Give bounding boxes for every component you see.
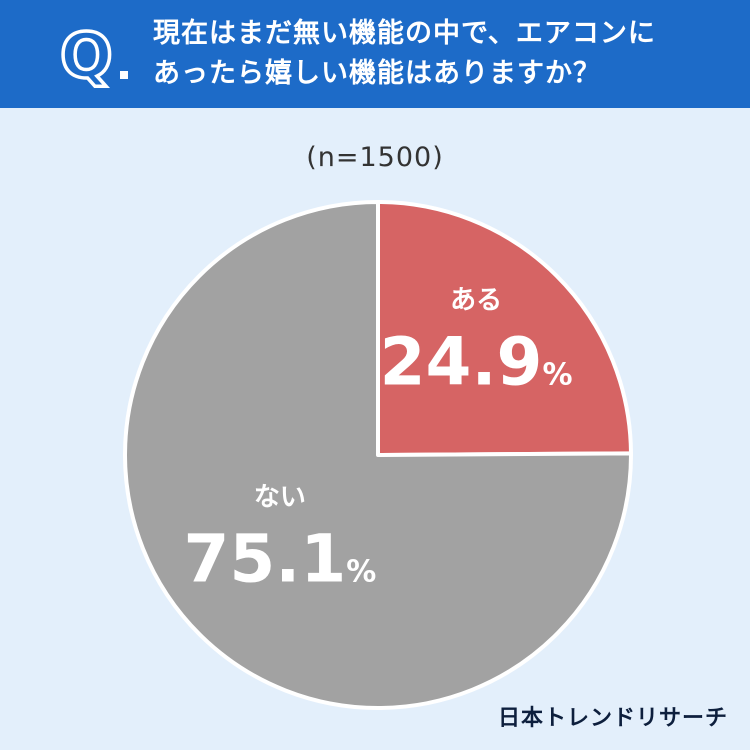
slice-label: ある xyxy=(450,285,502,315)
sample-size: (n=1500) xyxy=(306,142,444,173)
question-line-2: あったら嬉しい機能はありますか？ xyxy=(153,58,601,89)
q-dot xyxy=(120,71,128,79)
question-line-1: 現在はまだ無い機能の中で、エアコンに xyxy=(153,18,656,49)
q-letter: Q xyxy=(60,20,113,90)
slice-value: 75.1% xyxy=(183,521,376,598)
pie-slice-no xyxy=(123,200,633,710)
slice-label: ない xyxy=(254,483,306,513)
brand-logo: 日本トレンドリサーチ xyxy=(497,706,728,731)
question-text: 現在はまだ無い機能の中で、エアコンに あったら嬉しい機能はありますか？ xyxy=(153,14,733,94)
question-header: Q 現在はまだ無い機能の中で、エアコンに あったら嬉しい機能はありますか？ xyxy=(0,0,750,108)
slice-value: 24.9% xyxy=(380,323,573,400)
q-badge-icon: Q xyxy=(58,20,128,90)
pie-slice-yes xyxy=(376,200,633,457)
